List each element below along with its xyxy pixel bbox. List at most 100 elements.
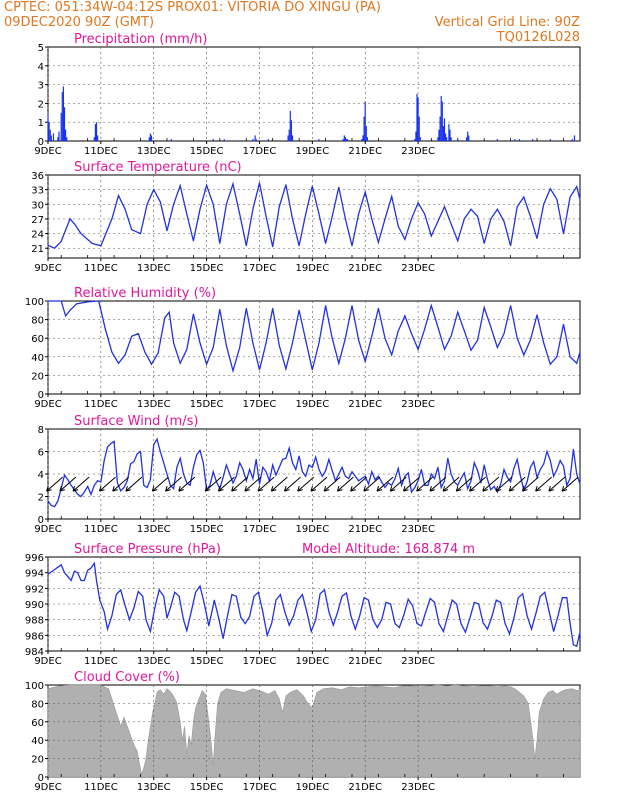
pressure-ytick-label: 990: [25, 600, 44, 611]
pressure-data-point: [315, 619, 317, 621]
wind-data-point: [153, 444, 155, 446]
precip-bar: [65, 129, 67, 141]
pressure-data-point: [67, 576, 69, 578]
precip-ytick-label: 3: [38, 81, 44, 92]
wind-data-point: [361, 478, 363, 479]
pressure-data-point: [231, 594, 233, 596]
wind-arrow-head: [402, 485, 409, 492]
wind-data-point: [113, 440, 115, 442]
temp-data-point: [371, 218, 373, 220]
precip-bar: [345, 139, 348, 141]
pressure-xtick-label: 19DEC: [295, 656, 329, 667]
wind-arrow: [270, 476, 288, 492]
wind-data-point: [520, 475, 521, 477]
precip-bar: [343, 135, 345, 141]
precip-xtick-label: 17DEC: [243, 146, 277, 157]
wind-title: Surface Wind (m/s): [74, 414, 198, 429]
pressure-data-point: [149, 630, 151, 632]
pressure-data-point: [368, 599, 369, 601]
temp-data-point: [563, 233, 564, 235]
pressure-data-point: [199, 585, 201, 587]
rh-xtick-label: 11DEC: [84, 399, 118, 410]
pressure-data-point: [169, 607, 171, 609]
wind-arrow: [244, 476, 262, 492]
wind-xtick-label: 21DEC: [348, 524, 382, 535]
wind-data-point: [192, 466, 194, 468]
temp-data-point: [239, 213, 241, 215]
pressure-data-point: [99, 599, 101, 601]
pressure-data-point: [154, 607, 156, 609]
rh-data-point: [206, 363, 208, 365]
wind-arrow: [59, 476, 77, 492]
precip-bar: [287, 135, 289, 141]
rh-data-point: [404, 315, 406, 317]
pressure-data-point: [372, 619, 374, 621]
rh-data-point: [259, 369, 260, 371]
pressure-data-point: [203, 603, 205, 605]
pressure-data-point: [222, 638, 224, 639]
temp-data-point: [404, 238, 406, 240]
wind-data-point: [377, 475, 379, 477]
temp-xtick-label: 19DEC: [295, 263, 329, 274]
rh-data-point: [325, 305, 327, 307]
wind-arrow-head: [455, 485, 462, 492]
wind-data-point: [467, 488, 469, 490]
temp-data-point: [430, 235, 432, 237]
wind-data-point: [513, 467, 515, 469]
wind-data-point: [166, 473, 168, 475]
rh-data-point: [477, 339, 479, 341]
wind-data-point: [440, 487, 442, 488]
temp-data-point: [351, 245, 353, 247]
pressure-data-point: [56, 567, 58, 569]
wind-arrow: [112, 476, 130, 492]
temp-ytick-label: 30: [31, 200, 44, 211]
wind-data-point: [232, 482, 234, 484]
pressure-data-point: [190, 611, 192, 613]
pressure-data-point: [51, 570, 53, 572]
wind-data-point: [417, 480, 419, 482]
wind-data-point: [311, 466, 313, 468]
pressure-data-point: [288, 624, 290, 626]
wind-arrow: [363, 476, 381, 492]
rh-data-point: [496, 347, 498, 348]
wind-data-point: [354, 475, 356, 477]
temp-data-point: [153, 189, 155, 191]
wind-arrow: [218, 476, 235, 492]
temp-data-point: [159, 201, 161, 203]
pressure-data-point: [120, 589, 122, 591]
wind-arrow: [389, 476, 407, 492]
wind-data-point: [80, 496, 82, 497]
wind-arrow-head: [231, 485, 237, 492]
temp-data-point: [225, 203, 227, 205]
pressure-data-point: [324, 589, 325, 591]
pressure-data-point: [535, 612, 537, 614]
temp-data-point: [124, 208, 126, 210]
precip-xtick-label: 13DEC: [137, 146, 171, 157]
wind-data-point: [315, 456, 317, 458]
temp-data-point: [397, 225, 399, 227]
wind-data-point: [470, 480, 472, 482]
pressure-data-point: [354, 628, 356, 630]
rh-data-point: [344, 337, 346, 339]
pressure-data-point: [429, 598, 431, 599]
rh-ytick-label: 20: [31, 371, 44, 382]
rh-data-point: [186, 348, 188, 350]
wind-data-point: [404, 475, 406, 477]
precip-bar: [63, 107, 66, 141]
pressure-data-point: [398, 627, 400, 628]
temp-data-point: [131, 229, 133, 231]
temp-data-point: [338, 186, 340, 188]
rh-data-point: [65, 315, 67, 317]
temp-data-point: [543, 203, 545, 205]
pressure-data-point: [218, 617, 220, 619]
rh-data-point: [318, 342, 320, 344]
pressure-data-point: [87, 569, 89, 571]
rh-data-point: [47, 300, 49, 302]
pressure-data-point: [293, 615, 295, 617]
pressure-data-point: [103, 611, 105, 613]
rh-data-point: [351, 305, 353, 307]
pressure-data-point: [460, 623, 462, 625]
pressure-data-point: [576, 645, 578, 647]
wind-arrow: [456, 476, 473, 492]
pressure-data-point: [47, 573, 49, 575]
